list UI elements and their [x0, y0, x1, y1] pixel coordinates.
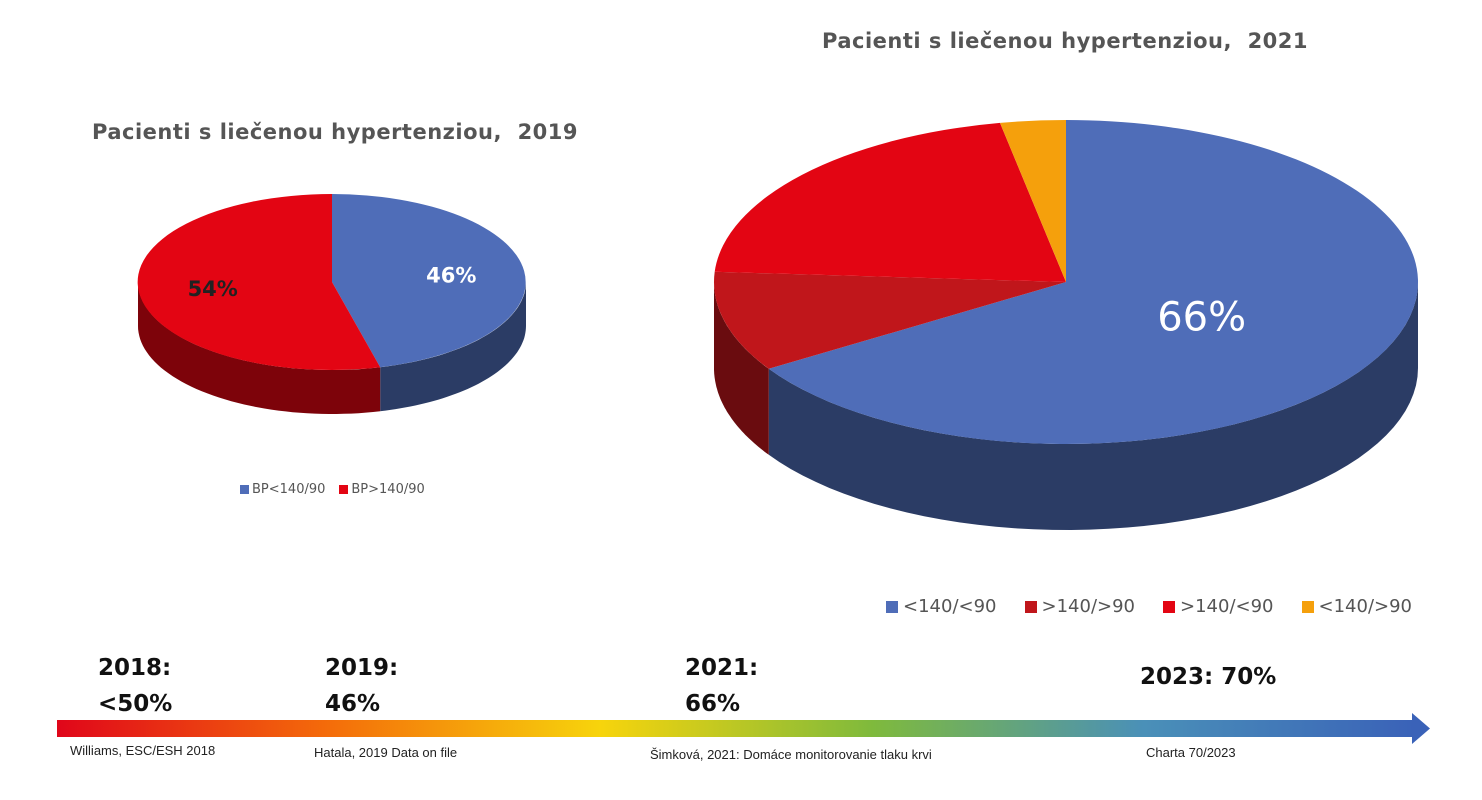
source-2018: Williams, ESC/ESH 2018	[70, 743, 216, 758]
legend-2021: <140/<90 >140/>90 >140/<90 <140/>90	[886, 596, 1440, 617]
legend-swatch	[339, 485, 349, 494]
milestone-value: 2023: 70%	[1140, 664, 1277, 690]
milestone-value: <50%	[98, 691, 173, 717]
legend-item: >140/<90	[1163, 596, 1274, 617]
pie-data-label: 66%	[1157, 294, 1246, 340]
milestone-2018: 2018: <50%	[98, 650, 172, 722]
milestone-2021: 2021: 66%	[685, 650, 758, 722]
legend-item: BP>140/90	[339, 482, 425, 497]
timeline-gradient-bar	[57, 720, 1415, 737]
legend-label: <140/<90	[903, 596, 997, 617]
legend-label: BP<140/90	[252, 482, 326, 497]
legend-swatch	[240, 485, 249, 494]
milestone-2023: 2023: 70%	[1140, 659, 1276, 695]
pie-slice	[1000, 120, 1066, 282]
legend-item: <140/<90	[886, 596, 997, 617]
legend-item: >140/>90	[1024, 596, 1136, 617]
legend-swatch	[1024, 600, 1037, 613]
legend-swatch	[1163, 600, 1175, 613]
pie-slice-side	[138, 282, 381, 414]
pie-slice-side	[380, 282, 526, 412]
timeline-arrowhead	[1412, 713, 1430, 744]
source-2021: Šimková, 2021: Domáce monitorovanie tlak…	[650, 747, 932, 762]
chart-title-2021: Pacienti s liečenou hypertenziou, 2021	[822, 29, 1309, 53]
milestone-year: 2019:	[325, 655, 399, 681]
legend-item: BP<140/90	[240, 482, 325, 497]
chart-title-2019: Pacienti s liečenou hypertenziou, 2019	[92, 120, 579, 144]
pie-data-label: 54%	[188, 277, 238, 301]
source-2023: Charta 70/2023	[1146, 745, 1236, 760]
milestone-year: 2021:	[685, 655, 759, 681]
pie-slice-side	[714, 282, 769, 455]
pie-slice	[768, 120, 1419, 445]
milestone-value: 66%	[685, 691, 741, 717]
legend-label: >140/<90	[1180, 596, 1274, 617]
legend-label: <140/>90	[1318, 596, 1413, 617]
pie-slice	[332, 194, 526, 368]
legend-label: BP>140/90	[351, 482, 425, 497]
milestone-value: 46%	[325, 691, 381, 717]
legend-swatch	[886, 600, 898, 613]
pie-slice	[137, 193, 381, 370]
milestone-2019: 2019: 46%	[325, 650, 398, 722]
pie-slice	[714, 271, 1066, 369]
timeline-arrow	[57, 713, 1430, 744]
legend-2019: BP<140/90 BP>140/90	[240, 482, 439, 497]
pie-chart-2021: 66%	[714, 120, 1419, 530]
pie-slice-side	[768, 282, 1418, 530]
pie-chart-2019: 46% 54%	[137, 193, 526, 414]
pie-slice	[714, 122, 1066, 283]
legend-swatch	[1301, 600, 1314, 613]
milestone-year: 2018:	[98, 655, 172, 681]
source-2019: Hatala, 2019 Data on file	[314, 745, 458, 760]
pie-data-label: 46%	[426, 264, 476, 288]
legend-label: >140/>90	[1041, 596, 1136, 617]
legend-item: <140/>90	[1301, 596, 1413, 617]
